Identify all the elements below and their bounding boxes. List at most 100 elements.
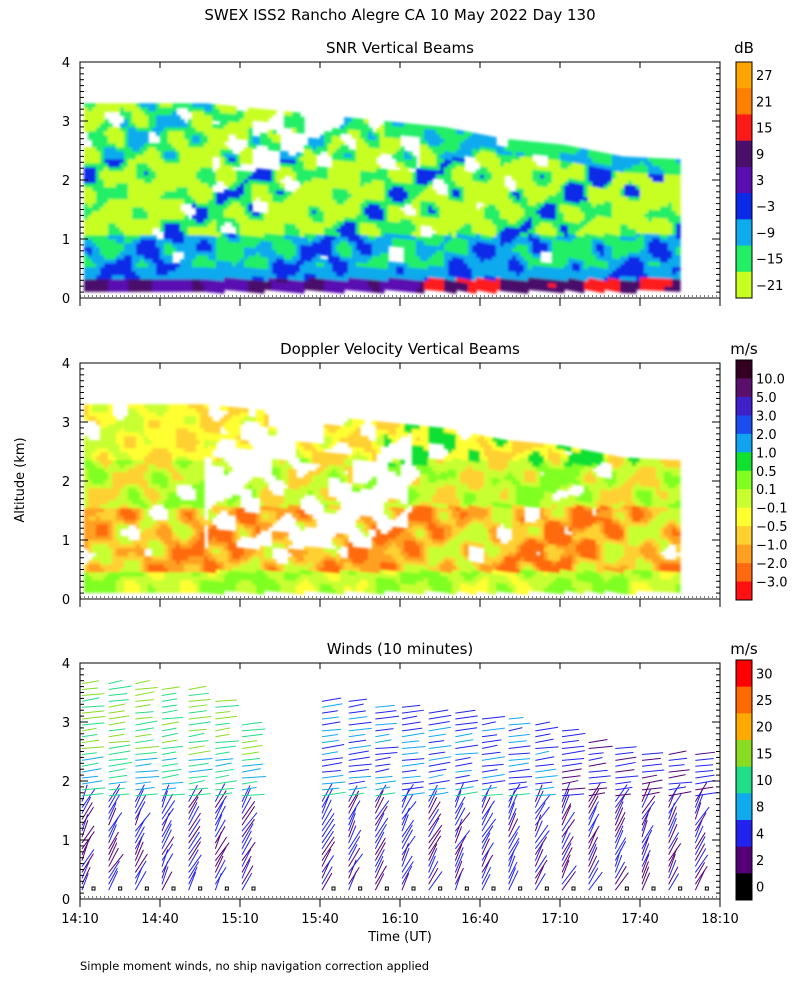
snr-cell — [552, 147, 557, 153]
snr-cell — [356, 158, 361, 164]
snr-cell — [112, 171, 117, 176]
snr-cell — [348, 197, 353, 203]
snr-cell — [552, 211, 557, 217]
snr-cell — [192, 227, 197, 232]
snr-cell — [168, 223, 173, 228]
snr-cell — [576, 247, 581, 253]
snr-cell — [560, 172, 565, 178]
snr-cell — [392, 125, 397, 131]
snr-cell — [536, 190, 541, 195]
snr-cell — [476, 209, 481, 215]
snr-cell — [520, 212, 525, 218]
snr-cell — [188, 151, 193, 156]
snr-cell — [396, 226, 401, 231]
snr-cell — [172, 107, 177, 112]
snr-cell — [460, 194, 465, 200]
snr-cell — [228, 241, 233, 247]
snr-cell — [216, 288, 221, 294]
snr-cell — [464, 235, 469, 240]
snr-cell — [404, 123, 409, 128]
snr-cell — [188, 287, 193, 292]
snr-cell — [120, 107, 125, 112]
snr-cell — [128, 151, 133, 156]
snr-cell — [240, 134, 245, 140]
snr-cell — [492, 140, 497, 146]
snr-cell — [392, 221, 397, 227]
snr-cell — [352, 134, 357, 139]
snr-cell — [528, 221, 533, 226]
snr-cell — [580, 232, 585, 238]
snr-cell — [556, 192, 561, 197]
snr-cell — [108, 239, 113, 244]
snr-cell — [492, 248, 497, 254]
snr-cell — [100, 163, 105, 168]
snr-cell — [384, 277, 389, 282]
snr-cell — [480, 274, 485, 280]
snr-cell — [484, 275, 489, 280]
snr-cell — [376, 260, 381, 266]
snr-cell — [140, 131, 145, 136]
snr-cell — [492, 252, 497, 258]
snr-cell — [148, 259, 153, 264]
snr-cell — [508, 251, 513, 256]
snr-cell — [140, 171, 145, 176]
snr-cell — [404, 231, 409, 236]
snr-cell — [488, 284, 493, 289]
snr-cell — [520, 268, 525, 274]
snr-cell — [180, 131, 185, 136]
snr-cell — [452, 248, 457, 254]
snr-cell — [220, 264, 225, 270]
snr-cell — [552, 215, 557, 221]
snr-cell — [472, 212, 477, 218]
snr-cell — [252, 288, 257, 293]
snr-cell — [144, 171, 149, 176]
snr-cell — [176, 131, 181, 136]
snr-cell — [148, 227, 153, 232]
snr-cell — [496, 181, 501, 187]
snr-cell — [480, 262, 485, 268]
snr-cell — [468, 204, 473, 209]
snr-cell — [208, 259, 213, 265]
snr-cell — [164, 219, 169, 224]
snr-cell — [368, 195, 373, 201]
snr-cell — [304, 225, 309, 230]
snr-cell — [492, 284, 497, 290]
snr-cell — [552, 167, 557, 173]
snr-cell — [176, 159, 181, 164]
snr-cell — [428, 153, 433, 159]
snr-cell — [280, 234, 285, 240]
snr-cell — [160, 119, 165, 124]
snr-cell — [340, 244, 345, 250]
snr-cell — [240, 202, 245, 208]
snr-cell — [280, 274, 285, 280]
snr-cell — [380, 196, 385, 202]
snr-cell — [156, 119, 161, 124]
snr-cell — [156, 287, 161, 292]
snr-cell — [156, 171, 161, 176]
snr-cell — [512, 171, 517, 177]
snr-cell — [292, 260, 297, 265]
snr-cell — [532, 273, 537, 279]
snr-cell — [576, 155, 581, 161]
snr-cell — [228, 201, 233, 207]
snr-cell — [364, 195, 369, 200]
snr-cell — [96, 227, 101, 232]
snr-cell — [544, 146, 549, 152]
snr-cell — [320, 246, 325, 252]
snr-cell — [236, 162, 241, 168]
snr-cell — [460, 242, 465, 248]
snr-cell — [148, 155, 153, 160]
snr-cell — [100, 239, 105, 244]
snr-cell — [312, 206, 317, 211]
snr-cell — [548, 271, 553, 276]
snr-cell — [500, 270, 505, 276]
snr-cell — [488, 152, 493, 157]
snr-cell — [120, 263, 125, 268]
snr-cell — [340, 188, 345, 194]
snr-cell — [448, 276, 453, 281]
snr-cell — [440, 166, 445, 172]
snr-cell — [120, 239, 125, 244]
snr-cell — [320, 190, 325, 196]
snr-cell — [384, 173, 389, 178]
snr-cell — [184, 123, 189, 128]
